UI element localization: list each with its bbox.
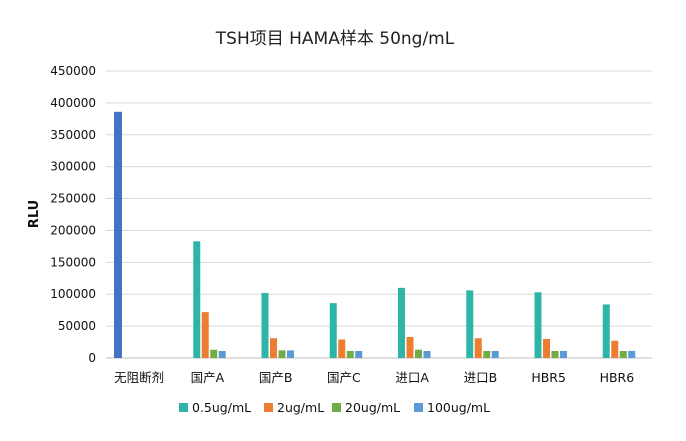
x-tick-label: HBR6 <box>600 370 635 385</box>
bar <box>278 350 286 358</box>
legend-swatch <box>264 403 273 412</box>
x-tick-label: 进口A <box>395 370 429 385</box>
bar <box>218 350 226 358</box>
gridlines <box>106 70 652 359</box>
x-tick-label: 国产C <box>327 370 361 385</box>
bar <box>338 339 346 358</box>
bar <box>210 349 218 358</box>
y-tick-label: 200000 <box>50 223 96 237</box>
bar <box>628 350 636 358</box>
legend-label: 20ug/mL <box>345 400 400 415</box>
legend-label: 0.5ug/mL <box>192 400 251 415</box>
x-tick-label: 国产A <box>191 370 225 385</box>
bar <box>398 287 405 358</box>
bar <box>543 338 550 358</box>
x-tick-label: 无阻断剂 <box>114 370 164 385</box>
bar <box>201 312 209 358</box>
bars <box>114 111 636 358</box>
bar <box>355 350 363 358</box>
legend-label: 2ug/mL <box>277 400 324 415</box>
bar <box>491 350 499 358</box>
bar <box>193 241 201 358</box>
bar <box>474 338 482 358</box>
y-tick-label: 450000 <box>50 64 96 78</box>
bar <box>423 350 431 358</box>
y-axis-label: RLU <box>27 200 42 228</box>
bar <box>534 292 542 358</box>
y-tick-label: 350000 <box>50 128 96 142</box>
y-tick-label: 100000 <box>50 287 96 301</box>
bar <box>270 338 277 358</box>
bar <box>329 303 337 358</box>
y-tick-label: 50000 <box>58 319 96 333</box>
x-axis-categories: 无阻断剂 国产A 国产B 国产C 进口A 进口B HBR5 HBR6 <box>114 370 634 385</box>
legend-label: 100ug/mL <box>427 400 490 415</box>
bar <box>415 349 422 358</box>
bar <box>560 350 567 358</box>
bar <box>261 292 269 358</box>
bar <box>611 340 619 358</box>
y-tick-label: 250000 <box>50 192 96 206</box>
y-tick-label: 400000 <box>50 96 96 110</box>
bar <box>619 350 627 358</box>
y-tick-label: 300000 <box>50 160 96 174</box>
bar <box>551 350 559 358</box>
bar <box>602 304 610 358</box>
legend-swatch <box>332 403 341 412</box>
bar <box>466 290 474 358</box>
chart-title: TSH项目 HAMA样本 50ng/mL <box>215 29 455 49</box>
legend-swatch <box>414 403 423 412</box>
x-tick-label: HBR5 <box>531 370 566 385</box>
bar <box>287 350 294 358</box>
bar <box>114 111 122 358</box>
y-tick-label: 150000 <box>50 255 96 269</box>
y-axis-ticks: 0 50000 100000 150000 200000 250000 300000 3500… <box>50 64 96 365</box>
legend: 0.5ug/mL 2ug/mL 20ug/mL 100ug/mL <box>179 400 490 415</box>
y-tick-label: 0 <box>88 351 96 365</box>
legend-swatch <box>179 403 188 412</box>
x-tick-label: 进口B <box>464 370 498 385</box>
x-tick-label: 国产B <box>259 370 293 385</box>
bar <box>346 350 354 358</box>
bar <box>483 350 491 358</box>
bar <box>406 336 414 358</box>
